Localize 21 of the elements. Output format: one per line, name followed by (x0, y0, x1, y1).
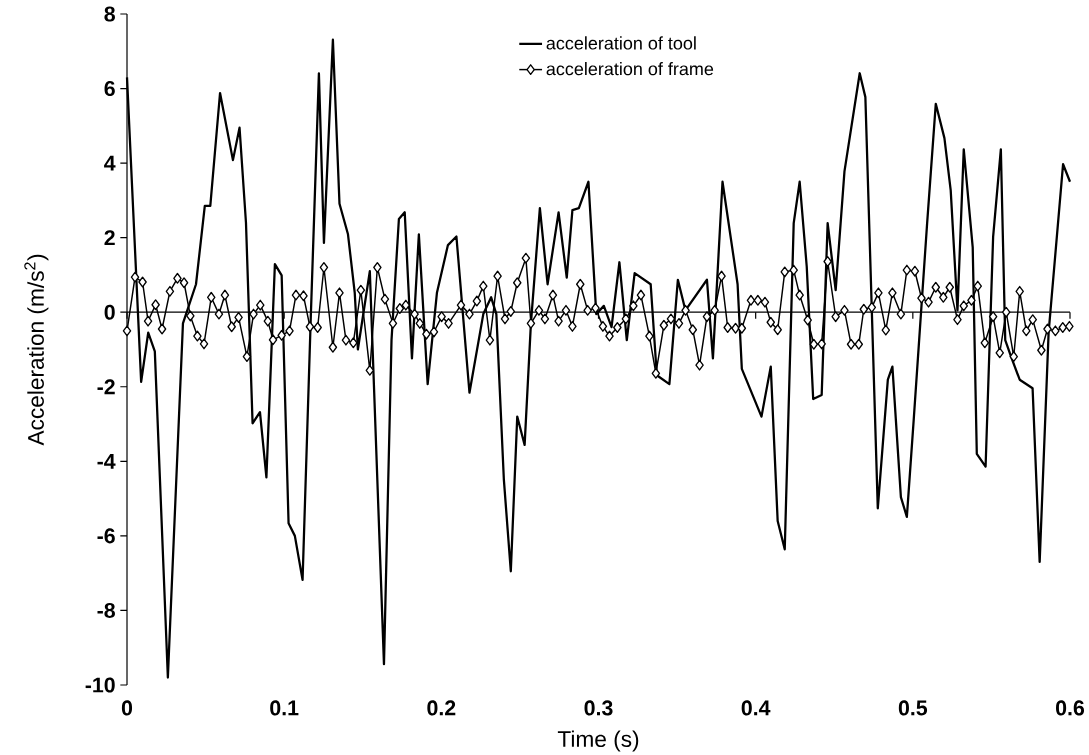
legend-label: acceleration of frame (546, 62, 714, 76)
x-tick-label: 0.5 (898, 700, 928, 716)
y-tick-label: -6 (97, 528, 115, 544)
y-tick-label: 6 (104, 81, 115, 97)
y-tick-label: -4 (97, 453, 116, 469)
y-tick-label: 8 (104, 6, 115, 22)
x-axis-title: Time (s) (557, 730, 639, 752)
x-tick-label: 0.2 (427, 700, 456, 716)
x-tick-label: 0.3 (584, 700, 613, 716)
x-tick-label: 0 (121, 700, 133, 716)
y-tick-label: 0 (104, 304, 115, 320)
x-tick-label: 0.6 (1056, 700, 1085, 716)
y-axis-title: Acceleration (m/s$^{2}$) (24, 254, 49, 446)
y-tick-label: 4 (104, 155, 116, 171)
y-tick-label: -8 (97, 602, 115, 618)
y-tick-label: 2 (104, 230, 115, 246)
y-tick-label: -2 (97, 379, 115, 395)
legend-label: acceleration of tool (546, 36, 696, 50)
x-tick-label: 0.4 (741, 700, 771, 716)
x-tick-label: 0.1 (270, 700, 299, 716)
y-tick-label: -10 (85, 677, 115, 693)
